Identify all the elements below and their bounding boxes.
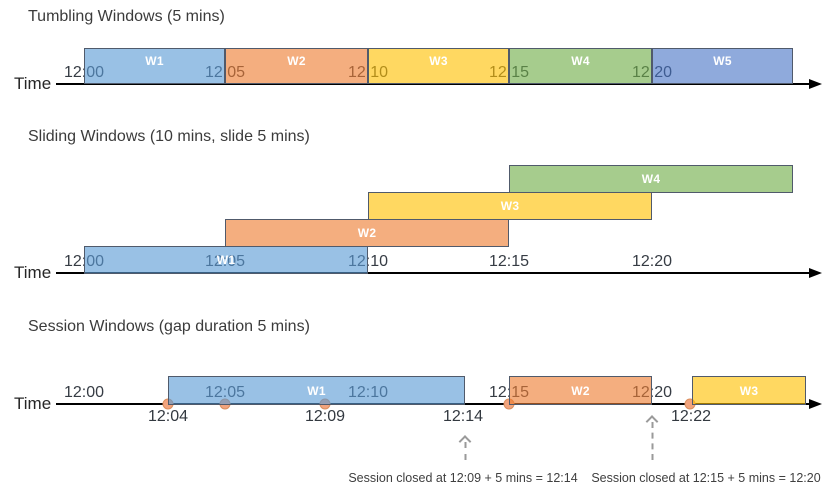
- time-axis-line: [56, 83, 811, 85]
- window-bar-w1: W1: [84, 246, 368, 274]
- axis-arrowhead-icon: [809, 79, 822, 89]
- event-time-label: 12:22: [670, 408, 712, 425]
- window-bar-w1: W1: [84, 48, 225, 84]
- window-bar-w2: W2: [225, 219, 509, 247]
- event-time-label: 12:14: [442, 408, 484, 425]
- arrowhead-chevron-icon: [645, 415, 659, 428]
- window-label: W2: [571, 383, 590, 398]
- axis-arrowhead-icon: [809, 399, 822, 409]
- window-label: W1: [307, 383, 326, 398]
- session-closed-annotation: Session closed at 12:09 + 5 mins = 12:14: [348, 471, 578, 485]
- window-label: W5: [713, 54, 732, 68]
- window-label: W4: [641, 172, 661, 186]
- window-label: W2: [287, 54, 306, 68]
- window-bar-w3: W3: [368, 192, 652, 220]
- diagram-title: Tumbling Windows (5 mins): [28, 8, 225, 25]
- arrowhead-chevron-icon: [458, 435, 472, 448]
- window-label: W1: [145, 54, 164, 68]
- axis-tick-label: 12:15: [488, 253, 530, 270]
- window-label: W2: [357, 226, 377, 240]
- session-closed-annotation: Session closed at 12:15 + 5 mins = 12:20: [591, 471, 821, 485]
- window-bar-w2: W2: [509, 376, 652, 405]
- window-label: W1: [216, 253, 236, 267]
- window-bar-w3: W3: [692, 376, 806, 405]
- event-time-label: 12:09: [304, 408, 346, 425]
- window-label: W4: [571, 54, 590, 68]
- window-bar-w4: W4: [509, 165, 793, 193]
- axis-tick-label: 12:20: [631, 253, 673, 270]
- event-time-label: 12:04: [147, 408, 189, 425]
- window-bar-w1: W1: [168, 376, 465, 405]
- window-label: W3: [500, 199, 520, 213]
- window-bar-w4: W4: [509, 48, 652, 84]
- time-axis-label: Time: [14, 74, 52, 93]
- axis-arrowhead-icon: [809, 268, 822, 278]
- diagram-title: Sliding Windows (10 mins, slide 5 mins): [28, 128, 310, 145]
- window-bar-w3: W3: [368, 48, 509, 84]
- time-axis-line: [56, 272, 811, 274]
- arrow-shaft: [464, 442, 466, 460]
- window-bar-w5: W5: [652, 48, 793, 84]
- up-arrow-icon: [645, 415, 659, 463]
- window-label: W3: [739, 383, 759, 398]
- diagram-title: Session Windows (gap duration 5 mins): [28, 318, 310, 335]
- time-axis-label: Time: [14, 263, 52, 282]
- arrow-shaft: [651, 422, 653, 460]
- up-arrow-icon: [458, 435, 472, 463]
- window-label: W3: [429, 54, 448, 68]
- time-axis-label: Time: [14, 394, 52, 413]
- window-bar-w2: W2: [225, 48, 368, 84]
- axis-tick-label: 12:00: [63, 384, 105, 401]
